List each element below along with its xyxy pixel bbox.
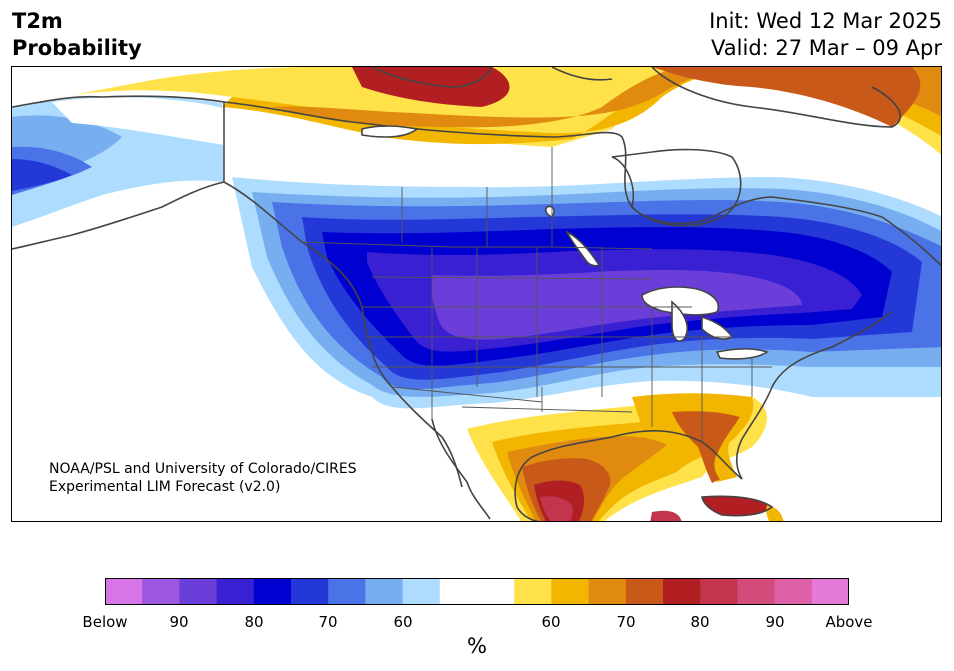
colorbar (105, 578, 849, 605)
colorbar-swatch (588, 578, 627, 605)
colorbar-swatch (439, 578, 478, 605)
colorbar-swatch (253, 578, 292, 605)
valid-range: Valid: 27 Mar – 09 Apr (711, 36, 942, 60)
coastlines-and-borders (12, 67, 941, 521)
colorbar-swatch (737, 578, 776, 605)
colorbar-label-90-cold: 90 (169, 613, 189, 631)
date-info: Init: Wed 12 Mar 2025 Valid: 27 Mar – 09… (709, 8, 942, 62)
colorbar-label-below: Below (82, 613, 128, 631)
colorbar-swatch (477, 578, 515, 605)
colorbar-swatch (179, 578, 218, 605)
colorbar-swatch (105, 578, 143, 605)
credit-line-2: Experimental LIM Forecast (v2.0) (49, 479, 281, 495)
colorbar-swatch (551, 578, 590, 605)
init-date: Init: Wed 12 Mar 2025 (709, 9, 942, 33)
title-line-1: T2m (12, 9, 63, 33)
map-panel: NOAA/PSL and University of Colorado/CIRE… (11, 66, 942, 522)
colorbar-swatches (105, 578, 849, 605)
colorbar-label-above: Above (825, 613, 873, 631)
colorbar-swatch (402, 578, 441, 605)
colorbar-label-70-cold: 70 (318, 613, 338, 631)
credit-line-1: NOAA/PSL and University of Colorado/CIRE… (49, 461, 357, 477)
colorbar-label-80-warm: 80 (690, 613, 710, 631)
colorbar-label-90-warm: 90 (765, 613, 785, 631)
title-line-2: Probability (12, 36, 142, 60)
colorbar-units: % (467, 634, 487, 658)
state-province-lines (223, 102, 772, 442)
colorbar-label-60-warm: 60 (541, 613, 561, 631)
colorbar-swatch (328, 578, 366, 605)
colorbar-swatch (365, 578, 404, 605)
colorbar-outline (105, 578, 849, 605)
credit-text: NOAA/PSL and University of Colorado/CIRE… (49, 460, 357, 496)
forecast-map (12, 67, 941, 521)
colorbar-swatch (514, 578, 552, 605)
colorbar-swatch (700, 578, 738, 605)
colorbar-swatch (625, 578, 664, 605)
colorbar-label-60-cold: 60 (393, 613, 413, 631)
colorbar-label-70-warm: 70 (616, 613, 636, 631)
colorbar-swatch (663, 578, 701, 605)
colorbar-swatch (811, 578, 849, 605)
map-title: T2m Probability (12, 8, 142, 62)
colorbar-swatch (291, 578, 329, 605)
colorbar-swatch (142, 578, 180, 605)
colorbar-label-80-cold: 80 (244, 613, 264, 631)
colorbar-swatch (774, 578, 813, 605)
colorbar-swatch (216, 578, 255, 605)
